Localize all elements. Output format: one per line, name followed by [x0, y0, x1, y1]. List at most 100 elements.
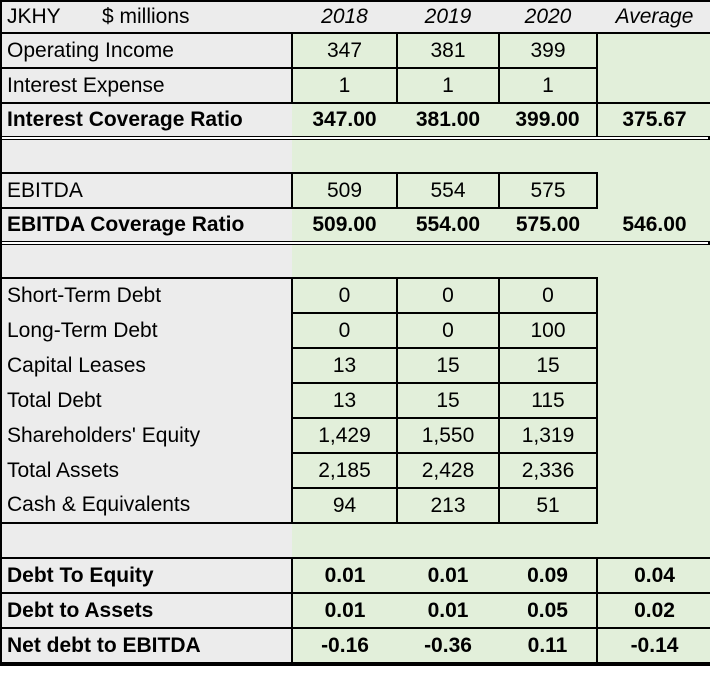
average-cell-debt-to-assets[interactable]: 0.02: [596, 592, 710, 629]
value-cell-ebitda-2018[interactable]: 509: [291, 172, 398, 209]
spacer-row: [2, 243, 710, 278]
header-year-2020[interactable]: 2020: [499, 2, 597, 34]
row-ebitda-coverage-ratio: EBITDA Coverage Ratio 509.00 554.00 575.…: [2, 208, 710, 245]
header-average[interactable]: Average: [597, 2, 710, 34]
value-cell-ebitda-coverage-2020[interactable]: 575.00: [499, 208, 597, 245]
average-cell-net-debt-to-ebitda[interactable]: -0.14: [596, 627, 710, 664]
empty-cell[interactable]: [597, 278, 710, 313]
value-cell-interest-coverage-2018[interactable]: 347.00: [292, 103, 397, 140]
value-cell-net-debt-to-ebitda-2018[interactable]: -0.16: [292, 628, 397, 664]
label-cell-cash-equivalents[interactable]: Cash & Equivalents: [2, 488, 292, 524]
row-operating-income: Operating Income 347 381 399: [2, 32, 710, 69]
empty-cell[interactable]: [597, 383, 710, 418]
empty-cell[interactable]: [2, 138, 292, 173]
value-cell-interest-expense-2018[interactable]: 1: [291, 67, 398, 104]
value-cell-shareholders-equity-2020[interactable]: 1,319: [498, 417, 598, 454]
average-cell-interest-coverage[interactable]: 375.67: [596, 102, 710, 140]
value-cell-net-debt-to-ebitda-2019[interactable]: -0.36: [397, 628, 499, 664]
label-cell-debt-to-assets[interactable]: Debt to Assets: [2, 593, 293, 629]
value-cell-debt-to-assets-2020[interactable]: 0.05: [499, 593, 597, 629]
value-cell-debt-to-equity-2020[interactable]: 0.09: [499, 557, 597, 594]
value-cell-total-assets-2018[interactable]: 2,185: [291, 452, 398, 489]
empty-cell[interactable]: [597, 348, 710, 383]
empty-cell[interactable]: [2, 523, 292, 558]
label-cell-ebitda[interactable]: EBITDA: [2, 172, 292, 209]
empty-cell[interactable]: [2, 243, 292, 278]
value-cell-ebitda-2019[interactable]: 554: [396, 172, 500, 209]
value-cell-total-assets-2020[interactable]: 2,336: [498, 452, 598, 489]
label-cell-total-assets[interactable]: Total Assets: [2, 453, 292, 488]
value-cell-debt-to-equity-2019[interactable]: 0.01: [397, 557, 499, 594]
value-cell-short-term-debt-2018[interactable]: 0: [291, 277, 398, 314]
label-cell-shareholders-equity[interactable]: Shareholders' Equity: [2, 418, 292, 453]
value-cell-ebitda-coverage-2019[interactable]: 554.00: [397, 208, 499, 245]
value-cell-ebitda-2020[interactable]: 575: [498, 172, 598, 209]
value-cell-total-debt-2020[interactable]: 115: [498, 382, 598, 419]
label-cell-long-term-debt[interactable]: Long-Term Debt: [2, 313, 292, 348]
value-cell-operating-income-2018[interactable]: 347: [291, 32, 398, 69]
label-cell-operating-income[interactable]: Operating Income: [2, 33, 292, 69]
value-cell-capital-leases-2020[interactable]: 15: [498, 347, 598, 384]
empty-cell[interactable]: [597, 138, 710, 173]
average-cell-ebitda-coverage[interactable]: 546.00: [597, 208, 710, 245]
empty-cell[interactable]: [597, 453, 710, 488]
header-year-2018[interactable]: 2018: [292, 2, 397, 34]
value-cell-long-term-debt-2020[interactable]: 100: [498, 312, 598, 349]
empty-cell[interactable]: [597, 313, 710, 348]
label-cell-total-debt[interactable]: Total Debt: [2, 383, 292, 418]
label-cell-net-debt-to-ebitda[interactable]: Net debt to EBITDA: [2, 628, 293, 664]
empty-cell[interactable]: [499, 243, 597, 278]
empty-cell[interactable]: [397, 243, 499, 278]
empty-cell[interactable]: [597, 173, 710, 208]
value-cell-operating-income-2020[interactable]: 399: [498, 32, 598, 69]
value-cell-total-debt-2019[interactable]: 15: [396, 382, 500, 419]
value-cell-debt-to-assets-2019[interactable]: 0.01: [397, 593, 499, 629]
value-cell-short-term-debt-2019[interactable]: 0: [396, 277, 500, 314]
empty-cell[interactable]: [397, 523, 499, 558]
label-cell-short-term-debt[interactable]: Short-Term Debt: [2, 277, 292, 313]
label-cell-interest-coverage-ratio[interactable]: Interest Coverage Ratio: [2, 103, 292, 140]
value-cell-cash-equivalents-2020[interactable]: 51: [498, 487, 598, 524]
value-cell-net-debt-to-ebitda-2020[interactable]: 0.11: [499, 628, 597, 664]
value-cell-long-term-debt-2018[interactable]: 0: [291, 312, 398, 349]
row-interest-coverage-ratio: Interest Coverage Ratio 347.00 381.00 39…: [2, 102, 710, 140]
row-short-term-debt: Short-Term Debt 0 0 0: [2, 277, 710, 314]
empty-cell[interactable]: [397, 138, 499, 173]
empty-cell[interactable]: [499, 523, 597, 558]
value-cell-interest-coverage-2019[interactable]: 381.00: [397, 103, 499, 140]
value-cell-total-assets-2019[interactable]: 2,428: [396, 452, 500, 489]
value-cell-cash-equivalents-2018[interactable]: 94: [291, 487, 398, 524]
empty-cell[interactable]: [597, 68, 710, 103]
value-cell-operating-income-2019[interactable]: 381: [396, 32, 500, 69]
value-cell-ebitda-coverage-2018[interactable]: 509.00: [292, 208, 397, 245]
empty-cell[interactable]: [597, 523, 710, 558]
empty-cell[interactable]: [292, 523, 397, 558]
header-label-cell[interactable]: JKHY $ millions: [2, 2, 292, 34]
value-cell-interest-expense-2020[interactable]: 1: [498, 67, 598, 104]
value-cell-shareholders-equity-2018[interactable]: 1,429: [291, 417, 398, 454]
value-cell-capital-leases-2018[interactable]: 13: [291, 347, 398, 384]
empty-cell[interactable]: [292, 243, 397, 278]
average-cell-debt-to-equity[interactable]: 0.04: [596, 557, 710, 594]
empty-cell[interactable]: [597, 418, 710, 453]
label-cell-interest-expense[interactable]: Interest Expense: [2, 68, 292, 104]
empty-cell[interactable]: [499, 138, 597, 173]
value-cell-capital-leases-2019[interactable]: 15: [396, 347, 500, 384]
header-year-2019[interactable]: 2019: [397, 2, 499, 34]
label-cell-debt-to-equity[interactable]: Debt To Equity: [2, 557, 293, 594]
value-cell-total-debt-2018[interactable]: 13: [291, 382, 398, 419]
value-cell-shareholders-equity-2019[interactable]: 1,550: [396, 417, 500, 454]
value-cell-debt-to-equity-2018[interactable]: 0.01: [292, 557, 397, 594]
empty-cell[interactable]: [292, 138, 397, 173]
empty-cell[interactable]: [597, 488, 710, 523]
value-cell-debt-to-assets-2018[interactable]: 0.01: [292, 593, 397, 629]
empty-cell[interactable]: [597, 243, 710, 278]
value-cell-interest-expense-2019[interactable]: 1: [396, 67, 500, 104]
value-cell-interest-coverage-2020[interactable]: 399.00: [499, 103, 597, 140]
label-cell-capital-leases[interactable]: Capital Leases: [2, 348, 292, 383]
value-cell-long-term-debt-2019[interactable]: 0: [396, 312, 500, 349]
label-cell-ebitda-coverage-ratio[interactable]: EBITDA Coverage Ratio: [2, 208, 292, 245]
empty-cell[interactable]: [597, 33, 710, 68]
value-cell-cash-equivalents-2019[interactable]: 213: [396, 487, 500, 524]
value-cell-short-term-debt-2020[interactable]: 0: [498, 277, 598, 314]
